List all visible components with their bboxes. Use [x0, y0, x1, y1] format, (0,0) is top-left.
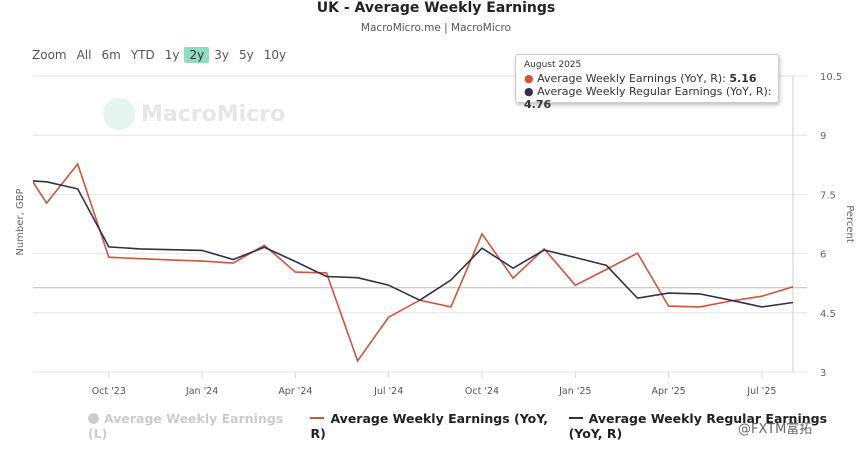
zoom-1y-button[interactable]: 1y — [164, 48, 180, 62]
fxtm-watermark: @FXTM富拓 — [738, 422, 813, 437]
y-tick-label: 3 — [820, 368, 826, 379]
legend-label: Average Weekly Earnings (L) — [88, 411, 284, 441]
legend-item-earnings-yoy[interactable]: Average Weekly Earnings (YoY, R) — [310, 411, 550, 441]
legend-label: Average Weekly Regular Earnings (YoY, R) — [568, 411, 828, 441]
x-tick-label: Apr '25 — [652, 386, 686, 397]
circle-icon — [88, 413, 99, 424]
macromicro-logo-icon — [103, 98, 135, 130]
x-tick-label: Jan '24 — [185, 386, 218, 397]
legend-label: Average Weekly Earnings (YoY, R) — [310, 411, 548, 441]
x-tick-label: Jan '25 — [558, 386, 591, 397]
macromicro-watermark: MacroMicro — [103, 98, 285, 130]
line-icon — [568, 417, 583, 419]
zoom-label: Zoom — [32, 48, 67, 62]
zoom-6m-button[interactable]: 6m — [101, 48, 121, 62]
y-tick-label: 9 — [820, 131, 826, 142]
y-tick-label: 10.5 — [820, 72, 842, 83]
line-icon — [310, 417, 325, 419]
zoom-bar: Zoom All 6m YTD 1y 2y 3y 5y 10y — [32, 47, 291, 63]
x-tick-label: Jul '25 — [746, 386, 776, 397]
tooltip-row-regular: ● Average Weekly Regular Earnings (YoY, … — [524, 85, 772, 111]
zoom-ytd-button[interactable]: YTD — [130, 48, 155, 62]
x-tick-label: Apr '24 — [278, 386, 312, 397]
tooltip-series-name: Average Weekly Regular Earnings (YoY, R) — [537, 85, 768, 98]
tooltip-value: 5.16 — [729, 72, 757, 85]
y-tick-label: 7.5 — [820, 190, 836, 201]
y-tick-label: 4.5 — [820, 309, 836, 320]
tooltip-date: August 2025 — [524, 60, 582, 70]
series-line-regular-earnings-yoy — [33, 180, 793, 308]
legend-item-regular-yoy[interactable]: Average Weekly Regular Earnings (YoY, R) — [568, 411, 864, 441]
x-tick-label: Oct '24 — [465, 386, 499, 397]
tooltip-value: 4.76 — [524, 98, 552, 111]
bullet-icon: ● — [524, 85, 534, 98]
zoom-all-button[interactable]: All — [76, 48, 92, 62]
series-line-earnings-yoy — [33, 162, 793, 363]
tooltip-row-earnings: ● Average Weekly Earnings (YoY, R): 5.16 — [524, 72, 757, 85]
y-tick-label: 6 — [820, 250, 826, 261]
zoom-5y-button[interactable]: 5y — [238, 48, 254, 62]
watermark-text: MacroMicro — [141, 101, 286, 127]
tooltip: August 2025 ● Average Weekly Earnings (Y… — [515, 54, 779, 111]
x-tick-label: Jul '24 — [373, 386, 403, 397]
tooltip-series-name: Average Weekly Earnings (YoY, R) — [537, 72, 723, 85]
chart-subtitle: MacroMicro.me | MacroMicro — [360, 22, 512, 34]
legend-item-earnings-level[interactable]: Average Weekly Earnings (L) — [88, 411, 292, 441]
zoom-3y-button[interactable]: 3y — [214, 48, 229, 62]
chart-title: UK - Average Weekly Earnings — [316, 0, 556, 16]
bullet-icon: ● — [524, 72, 534, 85]
zoom-2y-button[interactable]: 2y — [184, 47, 210, 63]
x-tick-label: Oct '23 — [92, 386, 126, 397]
y-axis-right-title: Percent — [844, 205, 855, 243]
y-axis-left-title: Number, GBP — [15, 188, 26, 255]
legend: Average Weekly Earnings (L) Average Week… — [88, 411, 864, 441]
zoom-10y-button[interactable]: 10y — [263, 48, 287, 62]
